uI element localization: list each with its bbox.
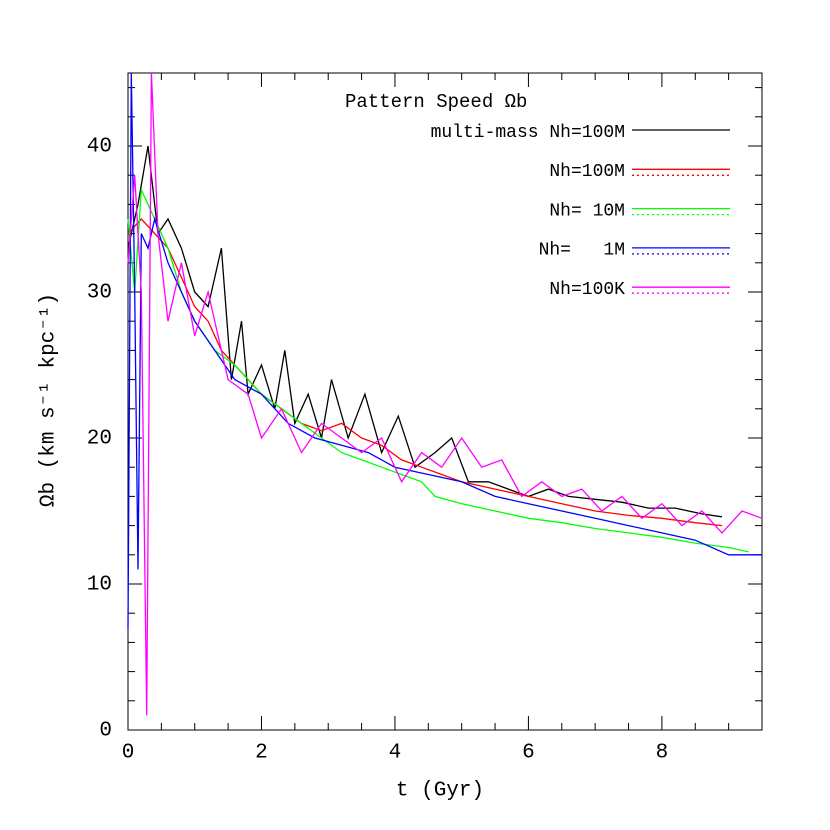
legend-label: Nh= 1M bbox=[539, 241, 625, 261]
x-tick-label: 8 bbox=[656, 742, 669, 765]
data-line bbox=[127, 72, 762, 628]
x-axis-label: t (Gyr) bbox=[396, 780, 484, 803]
plot-frame bbox=[127, 72, 763, 731]
data-line bbox=[127, 218, 723, 527]
y-tick-label: 20 bbox=[87, 428, 112, 451]
legend-title: Pattern Speed Ωb bbox=[345, 91, 527, 113]
x-tick-label: 6 bbox=[522, 742, 535, 765]
x-tick-label: 2 bbox=[255, 742, 268, 765]
legend-label: Nh= 10M bbox=[549, 201, 625, 221]
legend-label: Nh=100K bbox=[549, 280, 625, 300]
x-tick-label: 4 bbox=[389, 742, 402, 765]
y-tick-label: 40 bbox=[87, 136, 112, 159]
x-tick-label: 0 bbox=[122, 742, 135, 765]
legend-label: multi-mass Nh=100M bbox=[431, 123, 625, 143]
data-line bbox=[127, 72, 763, 716]
data-line bbox=[127, 189, 749, 553]
legend-label: Nh=100M bbox=[549, 162, 625, 182]
y-tick-label: 0 bbox=[99, 720, 112, 743]
y-axis-label: Ωb (km s⁻¹ kpc⁻¹) bbox=[38, 293, 61, 507]
y-tick-label: 30 bbox=[87, 282, 112, 305]
y-tick-label: 10 bbox=[87, 574, 112, 597]
